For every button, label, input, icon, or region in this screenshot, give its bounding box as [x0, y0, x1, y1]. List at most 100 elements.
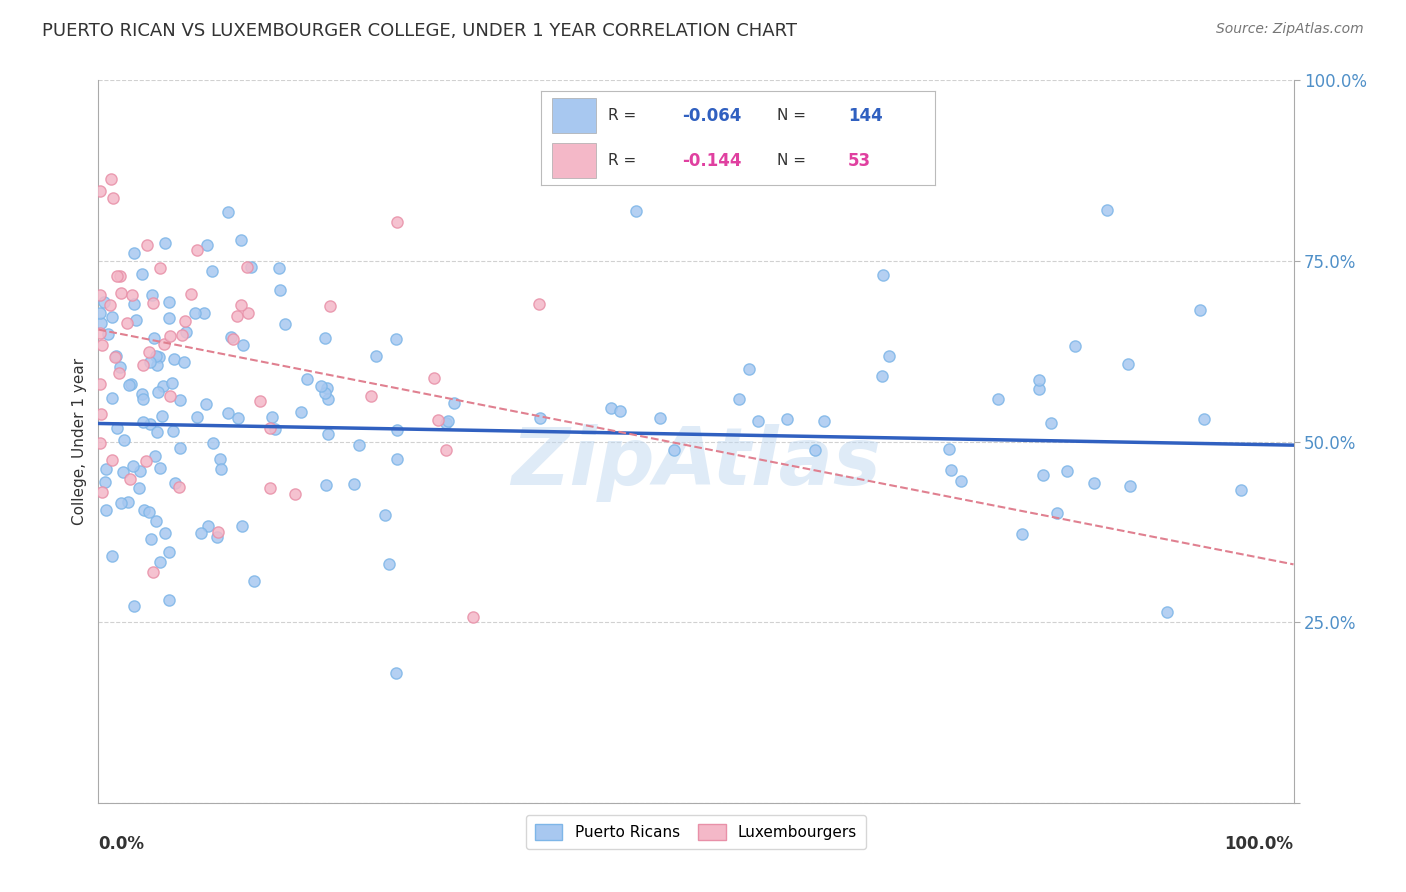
Point: [125, 313, 148, 327]
Point: [89, 326, 111, 340]
Point: [138, 344, 160, 359]
Point: [1046, 506, 1069, 520]
Point: [314, 331, 336, 345]
Point: [229, 298, 252, 312]
Point: [122, 296, 145, 310]
Point: [153, 336, 176, 351]
Point: [136, 237, 159, 252]
Point: [89, 377, 111, 392]
Point: [208, 452, 231, 467]
Point: [145, 515, 167, 529]
Point: [141, 288, 163, 302]
Point: [319, 299, 342, 313]
Point: [170, 328, 193, 343]
Point: [89, 288, 111, 302]
Point: [112, 433, 135, 447]
Point: [813, 413, 835, 427]
Point: [648, 411, 671, 425]
Point: [205, 530, 228, 544]
Point: [529, 297, 551, 311]
Point: [273, 317, 295, 331]
Point: [159, 329, 181, 343]
Point: [124, 599, 146, 614]
Point: [94, 461, 117, 475]
Point: [217, 406, 239, 420]
Point: [148, 351, 170, 365]
Point: [110, 360, 132, 375]
Point: [157, 295, 180, 310]
Point: [1156, 605, 1178, 619]
Point: [209, 461, 232, 475]
Point: [222, 331, 245, 345]
Point: [267, 261, 290, 276]
Point: [138, 417, 160, 431]
Point: [167, 480, 190, 494]
Point: [316, 426, 339, 441]
Point: [228, 410, 250, 425]
Point: [207, 525, 229, 540]
Point: [132, 392, 155, 406]
Point: [110, 496, 132, 510]
Point: [183, 305, 205, 319]
Point: [104, 349, 127, 363]
Point: [1063, 339, 1085, 353]
Point: [804, 442, 827, 457]
Point: [162, 424, 184, 438]
Point: [236, 306, 259, 320]
Point: [529, 411, 551, 425]
Point: [1032, 467, 1054, 482]
Point: [193, 306, 215, 320]
Text: Source: ZipAtlas.com: Source: ZipAtlas.com: [1216, 22, 1364, 37]
Point: [146, 385, 169, 400]
Point: [461, 609, 484, 624]
Text: ZipAtlas: ZipAtlas: [510, 425, 882, 502]
Point: [314, 386, 336, 401]
Point: [104, 350, 127, 364]
Point: [100, 172, 122, 186]
Point: [231, 519, 253, 533]
Point: [1011, 527, 1033, 541]
Point: [434, 442, 457, 457]
Point: [101, 191, 124, 205]
Point: [173, 354, 195, 368]
Point: [186, 244, 208, 258]
Point: [132, 358, 155, 372]
Point: [290, 405, 312, 419]
Point: [728, 392, 751, 406]
Point: [870, 368, 893, 383]
Point: [186, 409, 208, 424]
Point: [180, 286, 202, 301]
Point: [259, 481, 281, 495]
Point: [169, 441, 191, 455]
Point: [142, 296, 165, 310]
Point: [129, 464, 152, 478]
Point: [938, 442, 960, 457]
Point: [163, 476, 186, 491]
Point: [1097, 202, 1119, 217]
Point: [90, 316, 112, 330]
Text: 0.0%: 0.0%: [98, 835, 145, 854]
Point: [194, 396, 217, 410]
Point: [197, 519, 219, 533]
Point: [112, 465, 135, 479]
Point: [101, 391, 124, 405]
Point: [134, 503, 156, 517]
Point: [343, 477, 366, 491]
Point: [364, 349, 387, 363]
Point: [150, 409, 173, 424]
Point: [118, 472, 141, 486]
Point: [145, 349, 167, 363]
Point: [315, 381, 337, 395]
Point: [609, 403, 631, 417]
Point: [105, 269, 128, 284]
Point: [89, 184, 111, 198]
Point: [153, 526, 176, 541]
Point: [98, 298, 121, 312]
Point: [437, 414, 460, 428]
Point: [117, 317, 139, 331]
Point: [201, 436, 224, 450]
Point: [1028, 382, 1050, 396]
Point: [174, 314, 197, 328]
Point: [149, 261, 172, 276]
Point: [120, 377, 142, 392]
